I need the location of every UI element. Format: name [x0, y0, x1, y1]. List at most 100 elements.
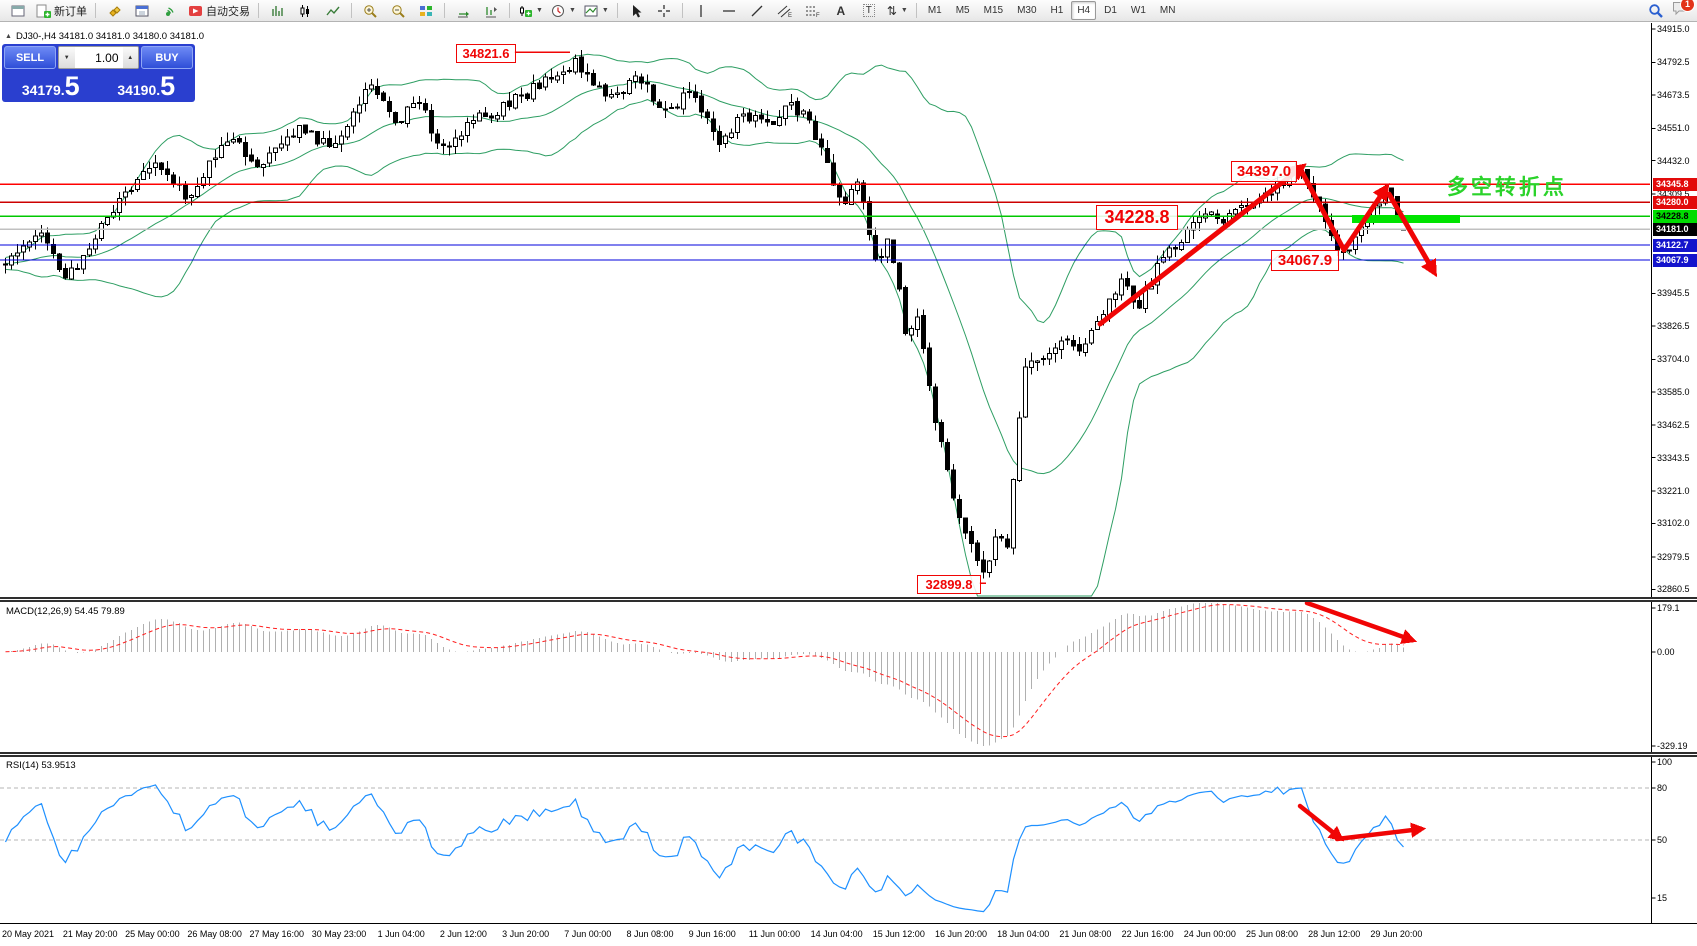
- gold-icon: [108, 5, 121, 17]
- period-dropdown[interactable]: ▼: [547, 1, 580, 21]
- notifications-button[interactable]: 1: [1672, 0, 1695, 21]
- callout-rally-peak[interactable]: 34397.0: [1231, 161, 1297, 182]
- tile-windows-icon: [420, 5, 432, 16]
- price-axis-tick: 33704.0: [1657, 354, 1690, 365]
- chart-title: DJ30-,H4 34181.0 34181.0 34180.0 34181.0: [16, 31, 205, 42]
- new-order-icon: [36, 4, 51, 18]
- time-axis-label: 14 Jun 04:00: [810, 929, 863, 939]
- callout-pivot-level[interactable]: 34228.8: [1096, 205, 1178, 230]
- timeframe-button-m15[interactable]: M15: [983, 5, 1004, 16]
- callout-major-low[interactable]: 32899.8: [917, 575, 981, 594]
- zoom-out-icon: [391, 4, 405, 18]
- channel-tool-button[interactable]: E: [771, 1, 799, 21]
- timeframe-button-m1[interactable]: M1: [927, 5, 942, 16]
- price-axis-tick: 33462.5: [1657, 420, 1690, 431]
- bar-chart-icon: [272, 5, 283, 16]
- auto-trading-button[interactable]: 自动交易: [184, 1, 254, 21]
- search-icon[interactable]: [1648, 3, 1664, 19]
- text-tool-button[interactable]: A: [827, 1, 855, 21]
- time-axis-label: 24 Jun 00:00: [1183, 929, 1236, 939]
- buy-button[interactable]: BUY: [141, 46, 193, 69]
- price-tag: 34067.9: [1653, 253, 1697, 267]
- time-axis-label: 28 Jun 12:00: [1308, 929, 1361, 939]
- buy-price[interactable]: 34190. 5: [117, 71, 176, 101]
- cursor-icon: [632, 4, 642, 17]
- zoom-out-button[interactable]: [384, 1, 412, 21]
- callout-pullback-low[interactable]: 34067.9: [1271, 250, 1339, 271]
- auto-scroll-button[interactable]: [449, 1, 477, 21]
- sell-button[interactable]: SELL: [4, 46, 56, 69]
- crosshair-tool-button[interactable]: [650, 1, 678, 21]
- time-axis-label: 22 Jun 16:00: [1121, 929, 1174, 939]
- auto-scroll-icon: [458, 11, 469, 17]
- volume-increase-button[interactable]: ▲: [122, 47, 138, 68]
- svg-text:E: E: [788, 13, 792, 18]
- time-axis-label: 2 Jun 12:00: [439, 929, 487, 939]
- panel-splitter[interactable]: [0, 597, 1697, 602]
- line-chart-button[interactable]: [319, 1, 347, 21]
- price-tag: 34345.8: [1653, 177, 1697, 191]
- tile-windows-button[interactable]: [412, 1, 440, 21]
- macd-axis-tick: 179.1: [1657, 603, 1680, 613]
- price-axis-tick: 34673.5: [1657, 89, 1690, 100]
- cursor-tool-button[interactable]: [622, 1, 650, 21]
- toolbar-separator: [509, 3, 510, 18]
- crosshair-icon: [657, 4, 670, 17]
- chart-shift-icon: [486, 6, 497, 17]
- macd-axis-tick: -329.19: [1657, 741, 1688, 751]
- market-watch-button[interactable]: [100, 1, 128, 21]
- rsi-axis-tick: 80: [1657, 783, 1668, 793]
- timeframe-button-mn[interactable]: MN: [1159, 5, 1176, 16]
- fibonacci-tool-button[interactable]: F: [799, 1, 827, 21]
- candlestick-button[interactable]: [291, 1, 319, 21]
- volume-decrease-button[interactable]: ▼: [59, 47, 75, 68]
- timeframe-button-d1[interactable]: D1: [1104, 5, 1117, 16]
- template-dropdown[interactable]: ▼: [580, 1, 613, 21]
- zoom-in-button[interactable]: [356, 1, 384, 21]
- hline-tool-button[interactable]: [715, 1, 743, 21]
- new-order-button[interactable]: 新订单: [32, 1, 91, 21]
- timeframe-button-h4[interactable]: H4: [1071, 1, 1097, 20]
- chart-window-icon: [11, 5, 25, 16]
- vline-tool-button[interactable]: [687, 1, 715, 21]
- timeframe-button-w1[interactable]: W1: [1130, 5, 1146, 16]
- annotation-text-cn[interactable]: 多空转折点: [1447, 176, 1567, 199]
- new-chart-icon: [520, 5, 532, 17]
- time-axis-label: 3 Jun 20:00: [502, 929, 550, 939]
- zoom-in-icon: [363, 4, 377, 18]
- timeframe-button-m30[interactable]: M30: [1017, 5, 1037, 16]
- timeframe-button-m5[interactable]: M5: [955, 5, 970, 16]
- label-tool-button[interactable]: T: [855, 1, 883, 21]
- new-chart-dropdown[interactable]: ▼: [514, 1, 547, 21]
- time-axis-label: 29 Jun 20:00: [1370, 929, 1423, 939]
- rsi-axis-tick: 15: [1657, 893, 1668, 903]
- clock-icon: [551, 4, 564, 17]
- expand-arrow-icon[interactable]: ▲: [5, 33, 12, 40]
- rsi-axis-tick: 100: [1657, 757, 1673, 767]
- time-axis-label: 30 May 23:00: [311, 929, 367, 939]
- chart-shift-button[interactable]: [477, 1, 505, 21]
- price-axis-tick: 34551.0: [1657, 123, 1690, 134]
- chart-window-icon-button[interactable]: [4, 1, 32, 21]
- volume-input[interactable]: [74, 47, 123, 68]
- equidistant-channel-icon: E: [777, 5, 792, 18]
- new-order-label: 新订单: [54, 5, 87, 18]
- bar-chart-button[interactable]: [263, 1, 291, 21]
- time-axis-label: 20 May 2021: [1, 929, 55, 939]
- arrows-tool-dropdown[interactable]: ⇅ ▼: [883, 1, 912, 21]
- trendline-tool-button[interactable]: [743, 1, 771, 21]
- price-axis-tick: 32979.5: [1657, 551, 1690, 562]
- signals-button[interactable]: [156, 1, 184, 21]
- price-tag: 34228.8: [1653, 209, 1697, 223]
- timeframe-button-h1[interactable]: H1: [1050, 5, 1064, 16]
- data-window-button[interactable]: [128, 1, 156, 21]
- notification-badge: 1: [1680, 0, 1695, 12]
- time-axis[interactable]: [0, 923, 1697, 946]
- macd-label: MACD(12,26,9) 54.45 79.89: [6, 606, 125, 617]
- sell-price[interactable]: 34179. 5: [21, 71, 80, 101]
- panel-splitter[interactable]: [0, 752, 1697, 757]
- rsi-label: RSI(14) 53.9513: [6, 760, 76, 771]
- callout-swing-high[interactable]: 34821.6: [456, 44, 516, 63]
- time-axis-label: 8 Jun 08:00: [626, 929, 674, 939]
